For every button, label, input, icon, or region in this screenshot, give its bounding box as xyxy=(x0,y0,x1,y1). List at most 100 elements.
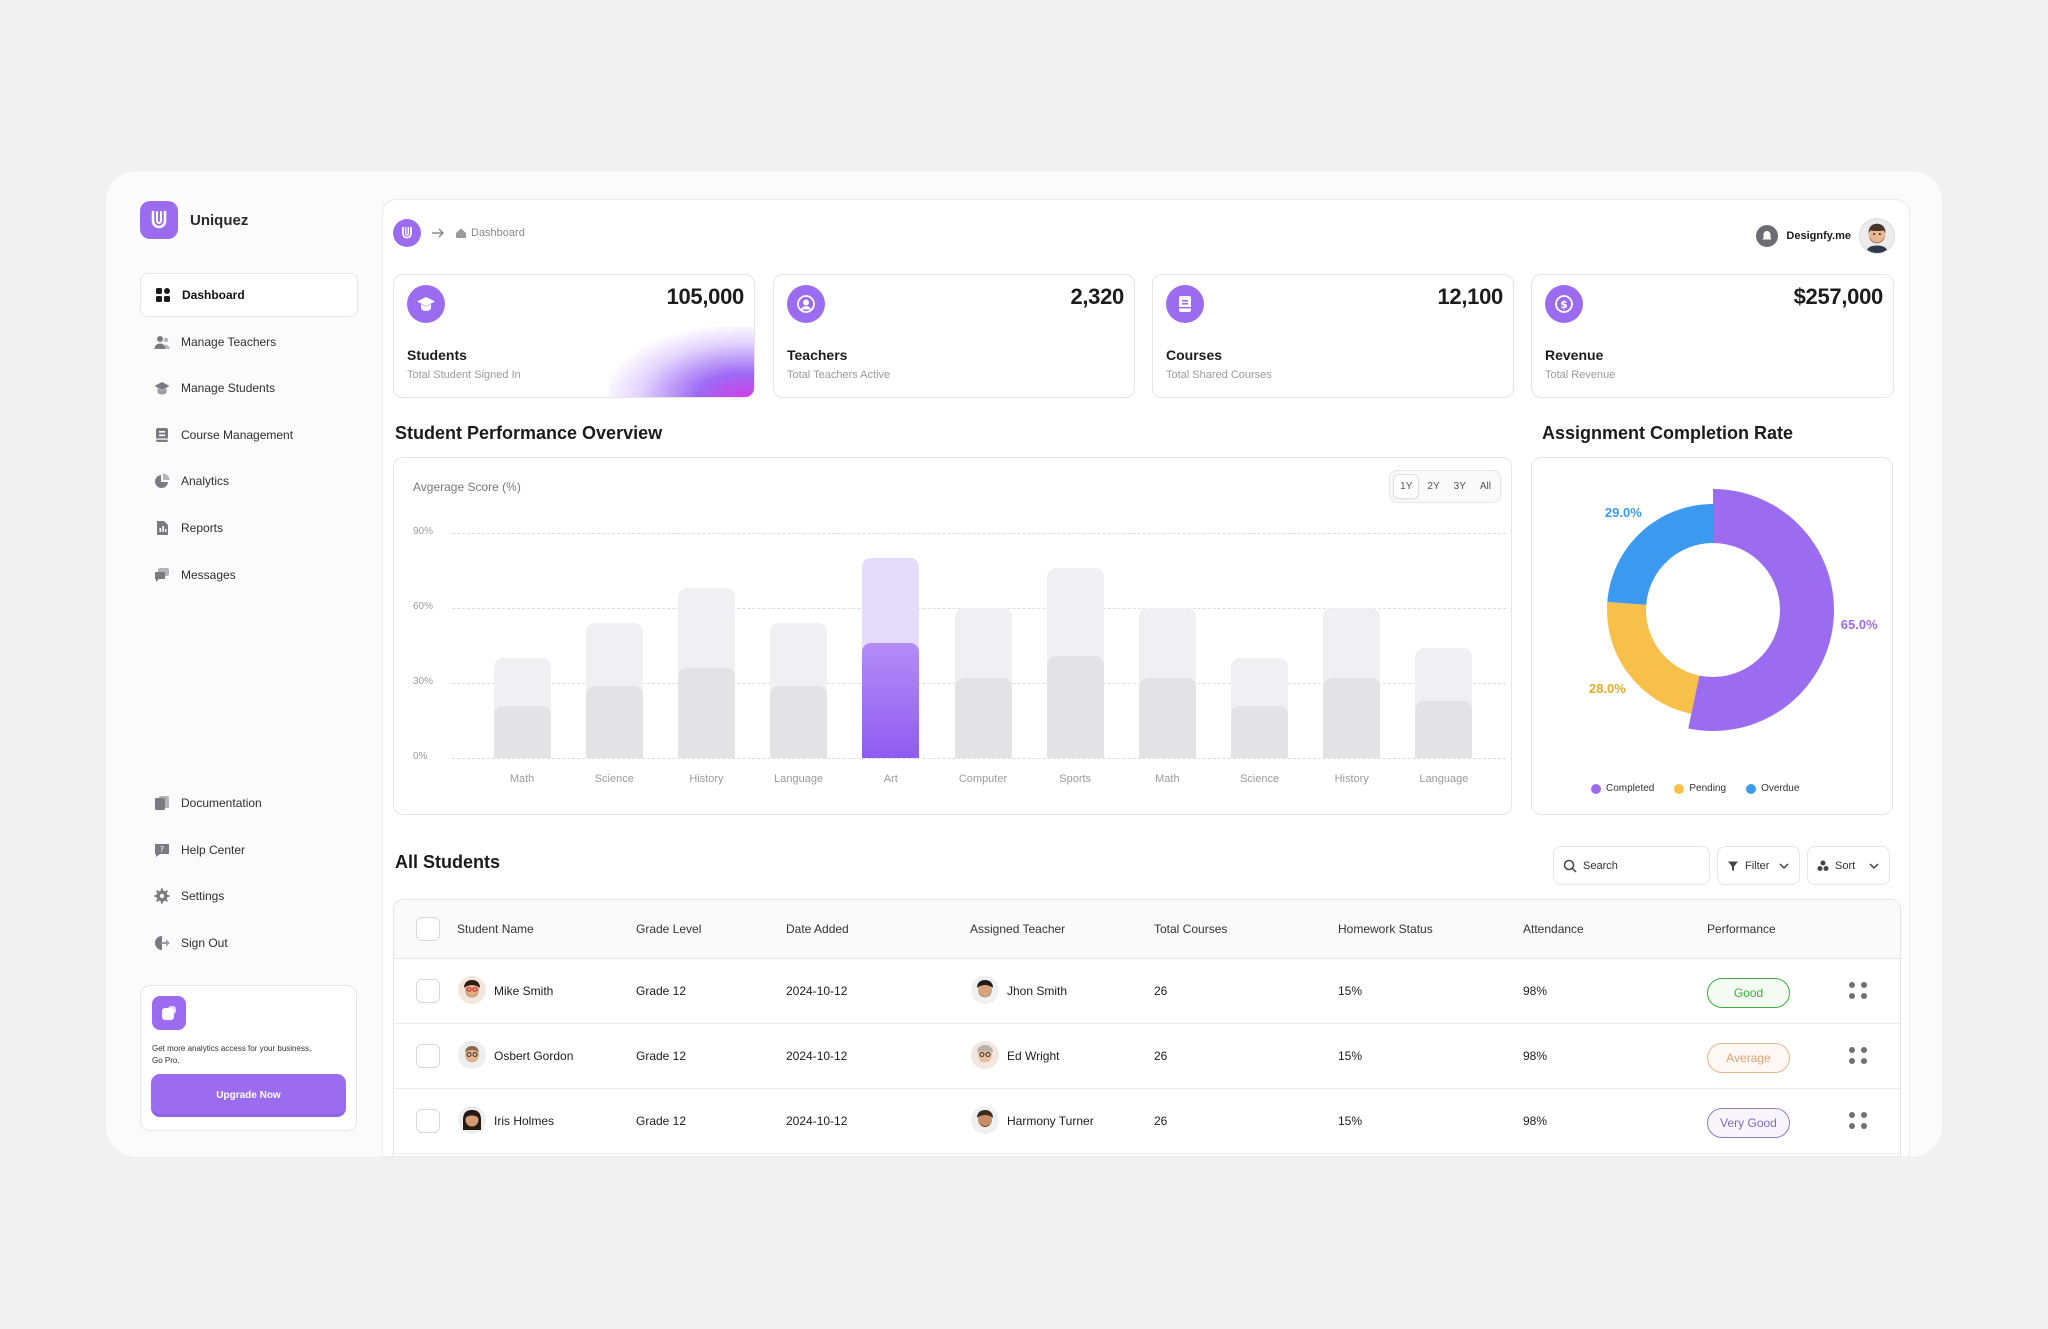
kpi-card-revenue[interactable]: $ $257,000 Revenue Total Revenue xyxy=(1531,274,1894,398)
arrow-right-icon xyxy=(432,228,444,238)
gear-icon xyxy=(154,888,170,904)
home-logo-icon[interactable] xyxy=(393,219,421,247)
x-tick-label: Science xyxy=(594,773,634,785)
grade-level: Grade 12 xyxy=(636,1114,687,1128)
range-all[interactable]: All xyxy=(1479,481,1491,492)
column-header[interactable]: Date Added xyxy=(786,922,849,936)
drag-handle-icon[interactable] xyxy=(1849,1112,1868,1129)
donut-slice-completed[interactable] xyxy=(1688,489,1835,731)
sidebar-item-reports[interactable]: Reports xyxy=(140,506,358,550)
upgrade-now-button[interactable]: Upgrade Now xyxy=(151,1074,346,1117)
table-row[interactable]: Iris Holmes Grade 12 2024-10-12 Harmony … xyxy=(394,1089,1900,1154)
bar-score[interactable] xyxy=(862,643,920,758)
x-tick-label: Math xyxy=(509,773,535,785)
column-header[interactable]: Total Courses xyxy=(1154,922,1228,936)
main-panel: Dashboard Designfy.me 105,000 Studen xyxy=(382,199,1910,1157)
donut-slice-pending[interactable] xyxy=(1607,601,1700,714)
sidebar-item-settings[interactable]: Settings xyxy=(140,874,358,918)
assigned-teacher[interactable]: Ed Wright xyxy=(1007,1049,1060,1063)
sign-out-icon xyxy=(155,935,170,950)
drag-handle-icon[interactable] xyxy=(1849,1047,1868,1064)
donut-slice-overdue[interactable] xyxy=(1607,504,1713,605)
table-row[interactable]: Osbert Gordon Grade 12 2024-10-12 Ed Wri… xyxy=(394,1024,1900,1089)
sidebar-item-analytics[interactable]: Analytics xyxy=(140,459,358,503)
row-checkbox[interactable] xyxy=(416,1109,440,1133)
row-checkbox[interactable] xyxy=(416,979,440,1003)
student-name[interactable]: Osbert Gordon xyxy=(494,1049,574,1063)
date-added: 2024-10-12 xyxy=(786,984,848,998)
bar-score[interactable] xyxy=(1138,678,1196,758)
kpi-card-courses[interactable]: 12,100 Courses Total Shared Courses xyxy=(1152,274,1514,398)
completion-chart-card: 65.0% 28.0% 29.0% Completed Pending Overdu… xyxy=(1531,457,1893,815)
column-header[interactable]: Grade Level xyxy=(636,922,702,936)
assigned-teacher[interactable]: Jhon Smith xyxy=(1007,984,1068,998)
sidebar-item-label: Manage Students xyxy=(181,381,276,396)
grade-level: Grade 12 xyxy=(636,984,687,998)
bar-score[interactable] xyxy=(770,685,828,758)
homework-status: 15% xyxy=(1338,1114,1363,1128)
range-3y[interactable]: 3Y xyxy=(1453,481,1466,492)
column-header[interactable]: Assigned Teacher xyxy=(970,922,1066,936)
grade-level: Grade 12 xyxy=(636,1049,687,1063)
table-row[interactable]: Mike Smith Grade 12 2024-10-12 Jhon Smit… xyxy=(394,959,1900,1024)
sidebar-item-documentation[interactable]: Documentation xyxy=(140,781,358,825)
kpi-subtitle: Total Teachers Active xyxy=(787,369,891,381)
column-header[interactable]: Homework Status xyxy=(1338,922,1433,936)
sidebar-item-sign-out[interactable]: Sign Out xyxy=(140,921,358,965)
sidebar-item-course-management[interactable]: Course Management xyxy=(140,413,358,457)
sidebar-item-dashboard[interactable]: Dashboard xyxy=(140,273,358,317)
bar-score[interactable] xyxy=(1323,678,1381,758)
range-selector: 1Y 2Y 3Y All xyxy=(1389,470,1501,503)
brand[interactable]: Uniquez xyxy=(140,201,248,239)
notification-bell-icon[interactable] xyxy=(1756,225,1779,247)
teacher-avatar xyxy=(971,1106,999,1134)
bar-score[interactable] xyxy=(1046,655,1104,758)
sidebar-item-manage-students[interactable]: Manage Students xyxy=(140,366,358,410)
dashboard-icon xyxy=(156,288,170,302)
breadcrumb-current[interactable]: Dashboard xyxy=(471,227,525,239)
bar-score[interactable] xyxy=(585,685,643,758)
sidebar-item-manage-teachers[interactable]: Manage Teachers xyxy=(140,320,358,364)
bar-score[interactable] xyxy=(677,668,735,758)
x-tick-label: Art xyxy=(883,773,898,785)
column-header[interactable]: Attendance xyxy=(1523,922,1584,936)
sidebar-item-label: Help Center xyxy=(181,842,246,857)
user-avatar[interactable] xyxy=(1859,218,1895,254)
search-box[interactable]: Search xyxy=(1553,846,1710,885)
chevron-down-icon xyxy=(1869,862,1879,869)
select-all-checkbox[interactable] xyxy=(416,917,440,941)
home-icon xyxy=(456,228,466,238)
gridline xyxy=(452,758,1506,759)
student-name[interactable]: Iris Holmes xyxy=(494,1114,555,1128)
legend-label: Completed xyxy=(1606,783,1655,794)
column-header[interactable]: Performance xyxy=(1707,922,1776,936)
donut-legend: Completed Pending Overdue xyxy=(1591,783,1799,794)
sidebar-item-messages[interactable]: Messages xyxy=(140,553,358,597)
sidebar-item-help-center[interactable]: ? Help Center xyxy=(140,828,358,872)
assigned-teacher[interactable]: Harmony Turner xyxy=(1007,1114,1094,1128)
sort-button[interactable]: Sort xyxy=(1807,846,1890,885)
topbar: Dashboard Designfy.me xyxy=(393,218,1901,254)
bar-score[interactable] xyxy=(1231,705,1289,758)
row-checkbox[interactable] xyxy=(416,1044,440,1068)
bar-score[interactable] xyxy=(954,678,1012,758)
filter-button[interactable]: Filter xyxy=(1717,846,1800,885)
kpi-row: 105,000 Students Total Student Signed In… xyxy=(393,274,1901,398)
completion-title: Assignment Completion Rate xyxy=(1542,423,1794,443)
kpi-card-students[interactable]: 105,000 Students Total Student Signed In xyxy=(393,274,755,398)
kpi-card-teachers[interactable]: 2,320 Teachers Total Teachers Active xyxy=(773,274,1135,398)
bar-score[interactable] xyxy=(1415,700,1473,758)
bar-score[interactable] xyxy=(493,705,551,758)
student-name[interactable]: Mike Smith xyxy=(494,984,554,998)
user-menu[interactable]: Designfy.me xyxy=(1756,218,1895,254)
sidebar-item-label: Sign Out xyxy=(181,935,228,950)
logo-icon xyxy=(140,201,178,239)
column-header[interactable]: Student Name xyxy=(457,922,534,936)
drag-handle-icon[interactable] xyxy=(1849,982,1868,999)
upgrade-promo: Get more analytics access for your busin… xyxy=(140,985,357,1131)
range-2y[interactable]: 2Y xyxy=(1427,481,1440,492)
range-1y[interactable]: 1Y xyxy=(1393,474,1420,499)
x-tick-label: Science xyxy=(1239,773,1280,785)
kpi-subtitle: Total Revenue xyxy=(1545,369,1616,381)
brand-name: Uniquez xyxy=(190,211,249,229)
